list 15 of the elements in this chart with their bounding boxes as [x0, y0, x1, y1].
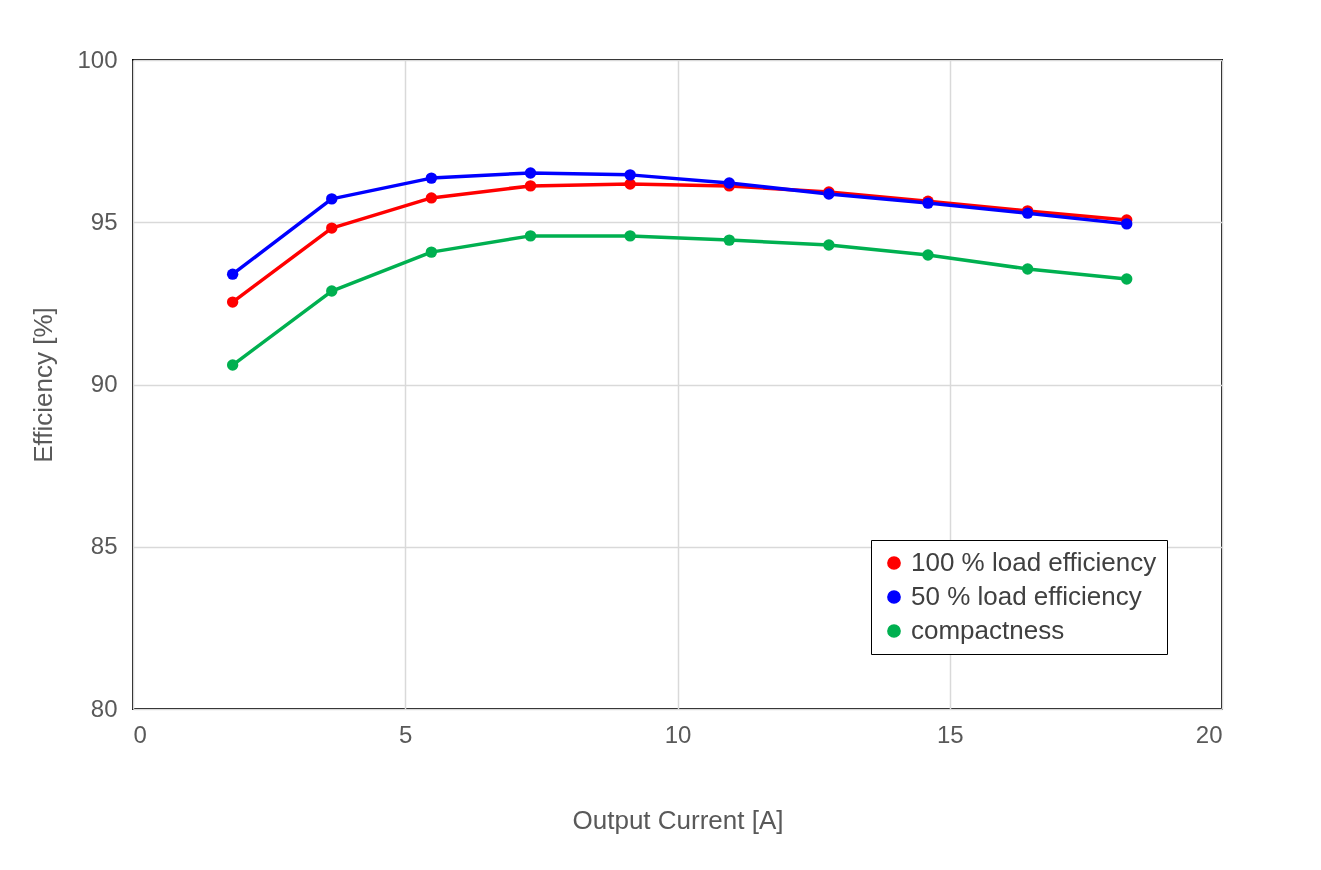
x-tick-label: 20	[1195, 720, 1223, 748]
legend-label: 50 % load efficiency	[911, 581, 1142, 611]
y-axis-title: Efficiency [%]	[28, 307, 59, 463]
legend-label: 100 % load efficiency	[911, 547, 1157, 577]
x-tick-label: 5	[399, 720, 413, 748]
x-tick-label: 0	[133, 720, 147, 748]
x-tick-label: 15	[936, 720, 964, 748]
x-tick-label: 10	[664, 720, 692, 748]
x-axis-title: Output Current [A]	[572, 804, 784, 835]
y-tick-label: 80	[90, 694, 118, 722]
legend-label: compactness	[911, 615, 1065, 645]
y-tick-label: 90	[90, 370, 118, 397]
y-tick-label: 95	[90, 207, 118, 235]
y-tick-label: 100	[77, 45, 118, 73]
y-tick-label: 85	[90, 532, 118, 560]
